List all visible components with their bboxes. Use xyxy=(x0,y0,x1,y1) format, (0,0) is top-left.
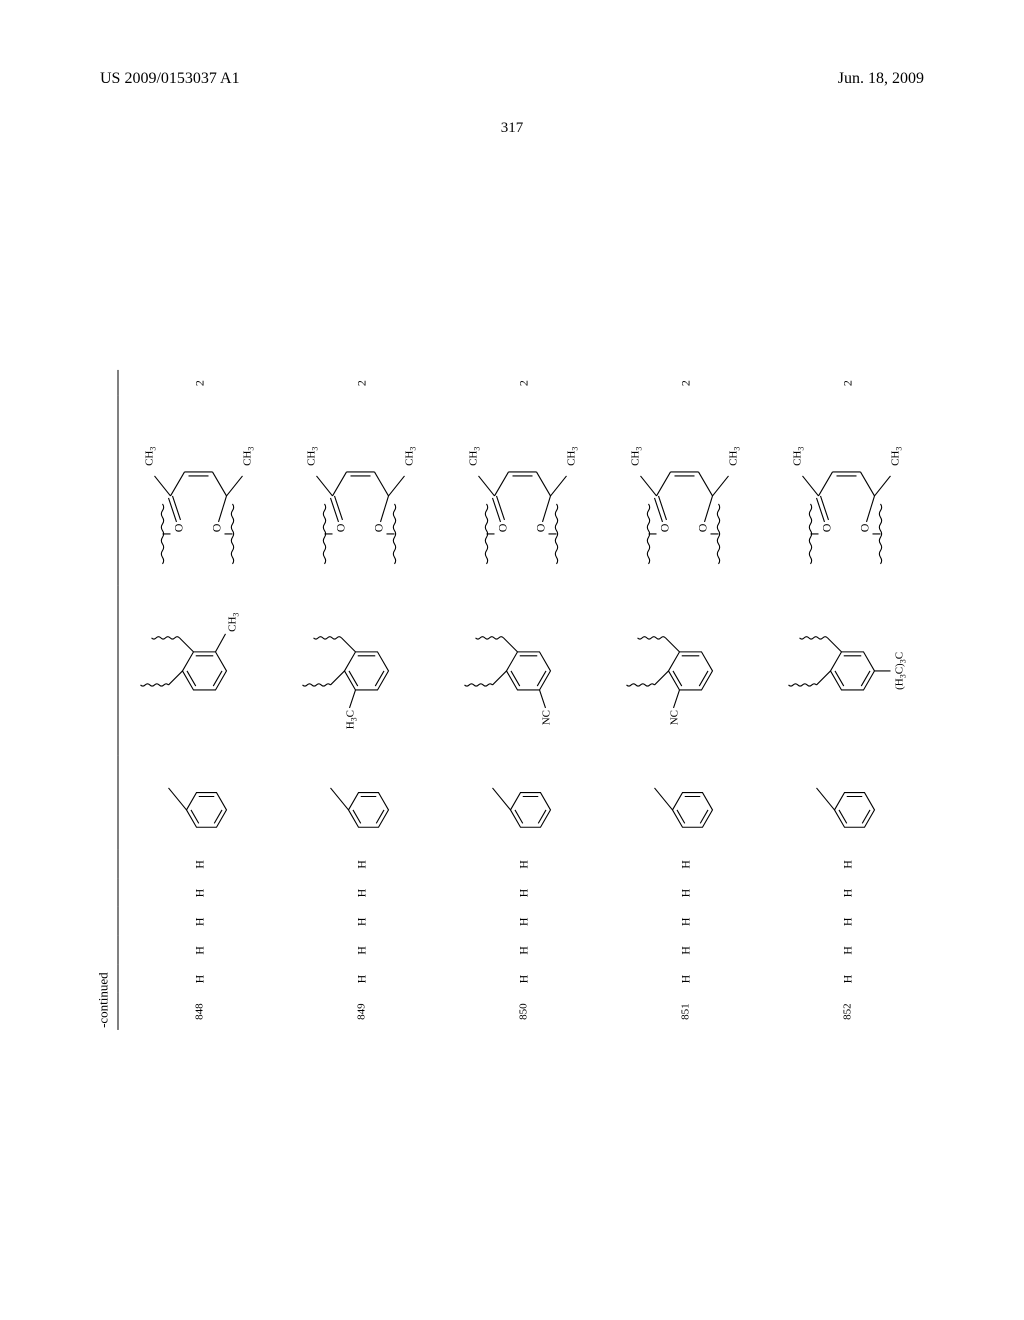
table-row: 851HHHHHNCOOCH3CH32 xyxy=(605,370,767,1030)
n-value: 2 xyxy=(605,370,767,396)
substituted-benzene-structure: NC xyxy=(605,586,767,756)
svg-text:O: O xyxy=(210,523,224,532)
svg-text:O: O xyxy=(534,523,548,532)
svg-text:CH3: CH3 xyxy=(468,447,482,466)
svg-text:CH3: CH3 xyxy=(566,447,580,466)
svg-text:O: O xyxy=(172,523,186,532)
substituted-benzene-structure: NC xyxy=(443,586,605,756)
acac-ligand-structure: O O CH3 CH3 xyxy=(767,396,929,586)
svg-text:O: O xyxy=(496,523,510,532)
h-cell-2: H xyxy=(767,907,929,936)
svg-text:O: O xyxy=(658,523,672,532)
h-cell-0: H xyxy=(281,965,443,994)
h-cell-2: H xyxy=(281,907,443,936)
h-cell-0: H xyxy=(443,965,605,994)
page-number: 317 xyxy=(0,120,1024,137)
svg-text:CH3: CH3 xyxy=(404,447,418,466)
h-cell-0: H xyxy=(767,965,929,994)
h-cell-4: H xyxy=(605,850,767,879)
svg-text:CH3: CH3 xyxy=(890,447,904,466)
h-cell-1: H xyxy=(767,936,929,965)
n-value: 2 xyxy=(281,370,443,396)
svg-text:CH3: CH3 xyxy=(630,447,644,466)
h-cell-2: H xyxy=(605,907,767,936)
phenyl-structure xyxy=(605,756,767,850)
svg-text:O: O xyxy=(372,523,386,532)
chemical-structure-table: 848HHHHHCH3OOCH3CH32849HHHHHH3COOCH3CH32… xyxy=(118,370,929,1030)
h-cell-2: H xyxy=(443,907,605,936)
table-row: 850HHHHHNCOOCH3CH32 xyxy=(443,370,605,1030)
substituted-benzene-structure: CH3 xyxy=(118,586,281,756)
acac-ligand-structure: O O CH3 CH3 xyxy=(118,396,281,586)
svg-text:O: O xyxy=(858,523,872,532)
svg-text:NC: NC xyxy=(669,710,681,725)
acac-ligand-structure: O O CH3 CH3 xyxy=(605,396,767,586)
table-container: -continued 848HHHHHCH3OOCH3CH32849HHHHHH… xyxy=(96,370,929,1030)
phenyl-structure xyxy=(443,756,605,850)
row-number: 852 xyxy=(767,993,929,1030)
table-row: 852HHHHH(H3C)3COOCH3CH32 xyxy=(767,370,929,1030)
svg-text:CH3: CH3 xyxy=(242,447,256,466)
svg-text:CH3: CH3 xyxy=(792,447,806,466)
h-cell-3: H xyxy=(443,879,605,908)
n-value: 2 xyxy=(118,370,281,396)
n-value: 2 xyxy=(767,370,929,396)
acac-ligand-structure: O O CH3 CH3 xyxy=(281,396,443,586)
h-cell-1: H xyxy=(118,936,281,965)
svg-text:H3C: H3C xyxy=(345,710,359,729)
h-cell-2: H xyxy=(118,907,281,936)
substituted-benzene-structure: (H3C)3C xyxy=(767,586,929,756)
h-cell-1: H xyxy=(281,936,443,965)
svg-text:CH3: CH3 xyxy=(227,613,241,632)
publication-date: Jun. 18, 2009 xyxy=(838,70,924,88)
phenyl-structure xyxy=(281,756,443,850)
substituted-benzene-structure: H3C xyxy=(281,586,443,756)
svg-text:NC: NC xyxy=(541,710,553,725)
table-row: 848HHHHHCH3OOCH3CH32 xyxy=(118,370,281,1030)
svg-text:CH3: CH3 xyxy=(144,447,158,466)
h-cell-0: H xyxy=(605,965,767,994)
row-number: 848 xyxy=(118,993,281,1030)
row-number: 850 xyxy=(443,993,605,1030)
patent-number: US 2009/0153037 A1 xyxy=(100,70,240,88)
svg-text:O: O xyxy=(696,523,710,532)
phenyl-structure xyxy=(767,756,929,850)
h-cell-4: H xyxy=(281,850,443,879)
h-cell-4: H xyxy=(118,850,281,879)
svg-text:CH3: CH3 xyxy=(728,447,742,466)
h-cell-3: H xyxy=(118,879,281,908)
page-header: US 2009/0153037 A1 Jun. 18, 2009 xyxy=(0,70,1024,88)
svg-text:(H3C)3C: (H3C)3C xyxy=(894,652,908,690)
row-number: 849 xyxy=(281,993,443,1030)
svg-text:CH3: CH3 xyxy=(306,447,320,466)
h-cell-3: H xyxy=(281,879,443,908)
h-cell-0: H xyxy=(118,965,281,994)
h-cell-4: H xyxy=(443,850,605,879)
acac-ligand-structure: O O CH3 CH3 xyxy=(443,396,605,586)
phenyl-structure xyxy=(118,756,281,850)
table-row: 849HHHHHH3COOCH3CH32 xyxy=(281,370,443,1030)
h-cell-1: H xyxy=(443,936,605,965)
continued-label: -continued xyxy=(96,370,112,1028)
svg-text:O: O xyxy=(334,523,348,532)
h-cell-4: H xyxy=(767,850,929,879)
h-cell-3: H xyxy=(767,879,929,908)
svg-text:O: O xyxy=(820,523,834,532)
n-value: 2 xyxy=(443,370,605,396)
h-cell-1: H xyxy=(605,936,767,965)
h-cell-3: H xyxy=(605,879,767,908)
row-number: 851 xyxy=(605,993,767,1030)
